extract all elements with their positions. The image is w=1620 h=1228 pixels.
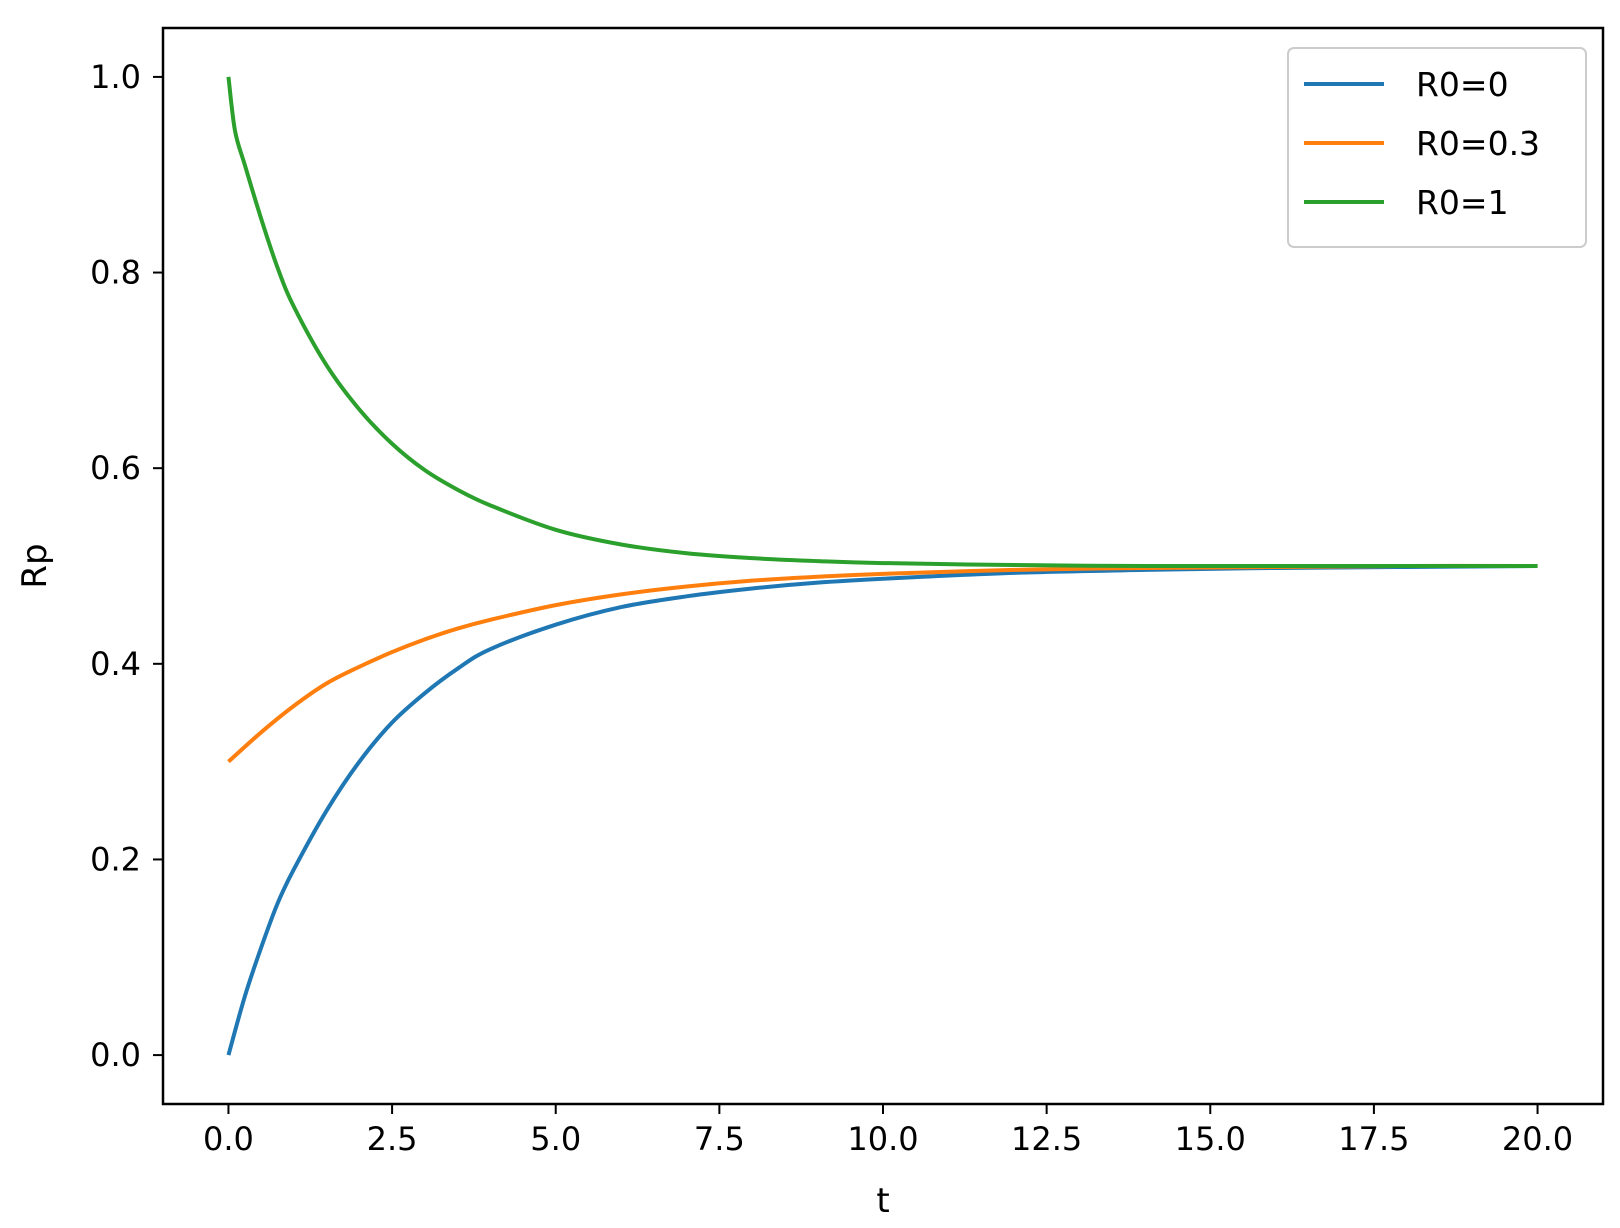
y-tick-label: 0.0 xyxy=(90,1036,141,1074)
y-tick-label: 0.2 xyxy=(90,840,141,878)
x-axis: 0.0 2.5 5.0 7.5 10.0 12.5 15.0 17.5 20.0 xyxy=(203,1104,1573,1158)
x-tick-label: 15.0 xyxy=(1175,1120,1246,1158)
x-tick-label: 7.5 xyxy=(694,1120,745,1158)
y-tick-label: 0.4 xyxy=(90,645,141,683)
series-layer xyxy=(226,76,1538,1056)
y-axis-label: Rp xyxy=(15,543,55,588)
y-axis: 0.0 0.2 0.4 0.6 0.8 1.0 xyxy=(90,58,163,1074)
x-tick-label: 12.5 xyxy=(1011,1120,1082,1158)
legend-box xyxy=(1287,47,1587,248)
x-tick-label: 17.5 xyxy=(1338,1120,1409,1158)
legend-label-2: R0=1 xyxy=(1416,183,1509,222)
series-line-2 xyxy=(226,76,1538,569)
x-tick-label: 5.0 xyxy=(530,1120,581,1158)
legend-label-0: R0=0 xyxy=(1416,65,1509,104)
x-axis-label: t xyxy=(876,1181,889,1221)
y-tick-label: 0.8 xyxy=(90,254,141,292)
series-line-1 xyxy=(227,563,1538,764)
x-tick-label: 2.5 xyxy=(367,1120,418,1158)
y-tick-label: 1.0 xyxy=(90,58,141,96)
x-tick-label: 0.0 xyxy=(203,1120,254,1158)
y-tick-label: 0.6 xyxy=(90,449,141,487)
x-tick-label: 20.0 xyxy=(1502,1120,1573,1158)
x-tick-label: 10.0 xyxy=(847,1120,918,1158)
legend: R0=0 R0=0.3 R0=1 xyxy=(1287,47,1587,248)
legend-label-1: R0=0.3 xyxy=(1416,124,1540,163)
